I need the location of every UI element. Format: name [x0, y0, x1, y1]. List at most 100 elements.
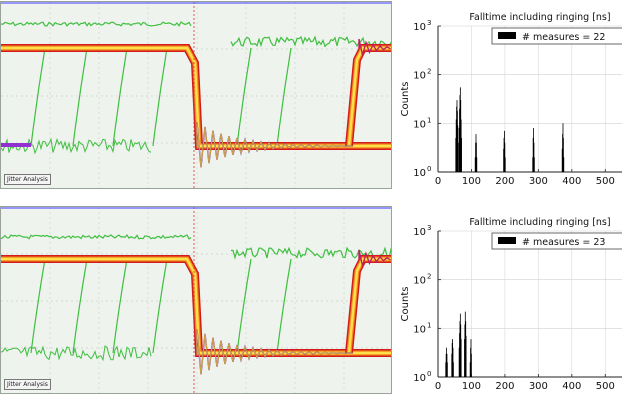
- y-tick-exponent: 2: [427, 68, 431, 76]
- noise-trace: [1, 137, 152, 155]
- chart-title: Falltime including ringing [ns]: [469, 12, 610, 23]
- histogram-bar: [459, 321, 461, 377]
- legend-box: [491, 27, 622, 45]
- noise-trace: [1, 345, 152, 362]
- histogram-bar: [464, 311, 466, 377]
- histogram-bar: [464, 324, 466, 377]
- ringing-trace: [196, 121, 354, 168]
- x-tick-label: 0: [435, 176, 441, 187]
- histogram-bar: [459, 108, 460, 172]
- histogram-bar: [469, 362, 471, 377]
- histogram-bar: [465, 321, 467, 377]
- histogram-bar: [456, 106, 457, 172]
- histogram-bottom: Falltime including ringing [ns] 0 100 200 30…: [396, 205, 622, 405]
- y-tick-exponent: 0: [427, 165, 431, 173]
- edge-trace: [152, 47, 168, 147]
- histogram-bar: [446, 353, 448, 377]
- y-axis-label: Counts: [400, 82, 411, 117]
- histogram-bar: [476, 157, 478, 172]
- edge-trace: [236, 47, 252, 147]
- histogram-bar: [474, 157, 476, 172]
- histogram-svg-bottom: Falltime including ringing [ns]0 100 200 30…: [400, 217, 622, 392]
- x-tick-label: 400: [562, 176, 581, 187]
- y-tick-label: 10: [413, 227, 426, 238]
- histogram-bar: [445, 362, 447, 377]
- ringing-trace: [358, 38, 391, 56]
- histogram-bar: [533, 142, 535, 172]
- legend-box: [491, 232, 622, 250]
- edge-trace: [152, 258, 168, 354]
- histogram-bar: [446, 362, 448, 377]
- ringing-trace: [358, 249, 391, 267]
- histogram-bar: [458, 347, 460, 377]
- histogram-bar: [470, 353, 472, 377]
- edge-trace: [276, 258, 292, 354]
- y-axis-label: Counts: [400, 287, 411, 322]
- legend-swatch: [498, 237, 516, 244]
- histogram-bar: [457, 142, 459, 172]
- histogram-bar: [504, 142, 506, 172]
- histogram-bar: [446, 347, 447, 377]
- histogram-bar: [475, 134, 477, 172]
- legend-swatch: [498, 32, 516, 39]
- edge-trace: [112, 47, 128, 147]
- x-tick-label: 200: [495, 381, 514, 392]
- x-tick-label: 100: [462, 381, 481, 392]
- histogram-bar: [456, 100, 458, 172]
- histogram-bar: [459, 95, 461, 172]
- histogram-bar: [459, 333, 460, 377]
- x-tick-label: 300: [529, 381, 548, 392]
- y-tick-exponent: 3: [427, 224, 431, 232]
- jitter-analysis-label: Jitter Analysis: [4, 174, 51, 185]
- y-tick-exponent: 1: [427, 116, 431, 124]
- histogram-bar: [470, 347, 471, 377]
- y-tick-label: 10: [413, 276, 426, 287]
- histogram-bar: [465, 335, 467, 377]
- histogram-bar: [562, 134, 563, 172]
- histogram-bar: [504, 130, 505, 172]
- histogram-bar: [458, 128, 460, 172]
- edge-trace: [30, 47, 46, 147]
- edge-trace: [30, 258, 46, 354]
- histogram-bar: [533, 128, 534, 172]
- noise-trace: [1, 21, 192, 27]
- x-tick-label: 500: [596, 176, 615, 187]
- legend-label: # measures = 23: [522, 237, 605, 248]
- noise-trace: [1, 234, 192, 240]
- scope-panel-bottom: Jitter Analysis: [0, 206, 392, 394]
- histogram-svg-top: Falltime including ringing [ns]0 100 200 30…: [400, 12, 622, 187]
- scope-trace-bottom: [1, 207, 391, 393]
- histogram-bar: [452, 362, 454, 377]
- edge-trace: [236, 258, 252, 354]
- histogram-bar: [460, 324, 462, 377]
- histogram-bar: [532, 137, 534, 172]
- violet-marker: [1, 143, 31, 147]
- histogram-bar: [533, 157, 535, 172]
- x-tick-label: 500: [596, 381, 615, 392]
- chart-title: Falltime including ringing [ns]: [469, 217, 610, 228]
- histogram-bar: [460, 100, 462, 172]
- ringing-trace: [196, 328, 354, 375]
- x-tick-label: 100: [462, 176, 481, 187]
- histogram-bar: [445, 353, 447, 377]
- scope-trace-top: [1, 2, 391, 188]
- y-tick-label: 10: [413, 324, 426, 335]
- histogram-bar: [459, 313, 461, 377]
- histogram-bar: [455, 119, 457, 172]
- y-tick-exponent: 1: [427, 321, 431, 329]
- histogram-bar: [563, 157, 565, 172]
- histogram-bar: [464, 339, 465, 377]
- histogram-top: Falltime including ringing [ns] 0 100 200 30…: [396, 0, 622, 200]
- histogram-bar: [452, 347, 454, 377]
- histogram-bar: [476, 142, 477, 172]
- histogram-bar: [457, 110, 458, 172]
- histogram-bar: [470, 339, 472, 377]
- y-tick-exponent: 3: [427, 19, 431, 27]
- histogram-bar: [562, 123, 564, 172]
- histogram-bar: [503, 148, 505, 172]
- histogram-bar: [455, 137, 457, 172]
- y-tick-label: 10: [413, 119, 426, 130]
- jitter-analysis-label: Jitter Analysis: [4, 379, 51, 390]
- histogram-bar: [561, 148, 563, 172]
- x-tick-label: 300: [529, 176, 548, 187]
